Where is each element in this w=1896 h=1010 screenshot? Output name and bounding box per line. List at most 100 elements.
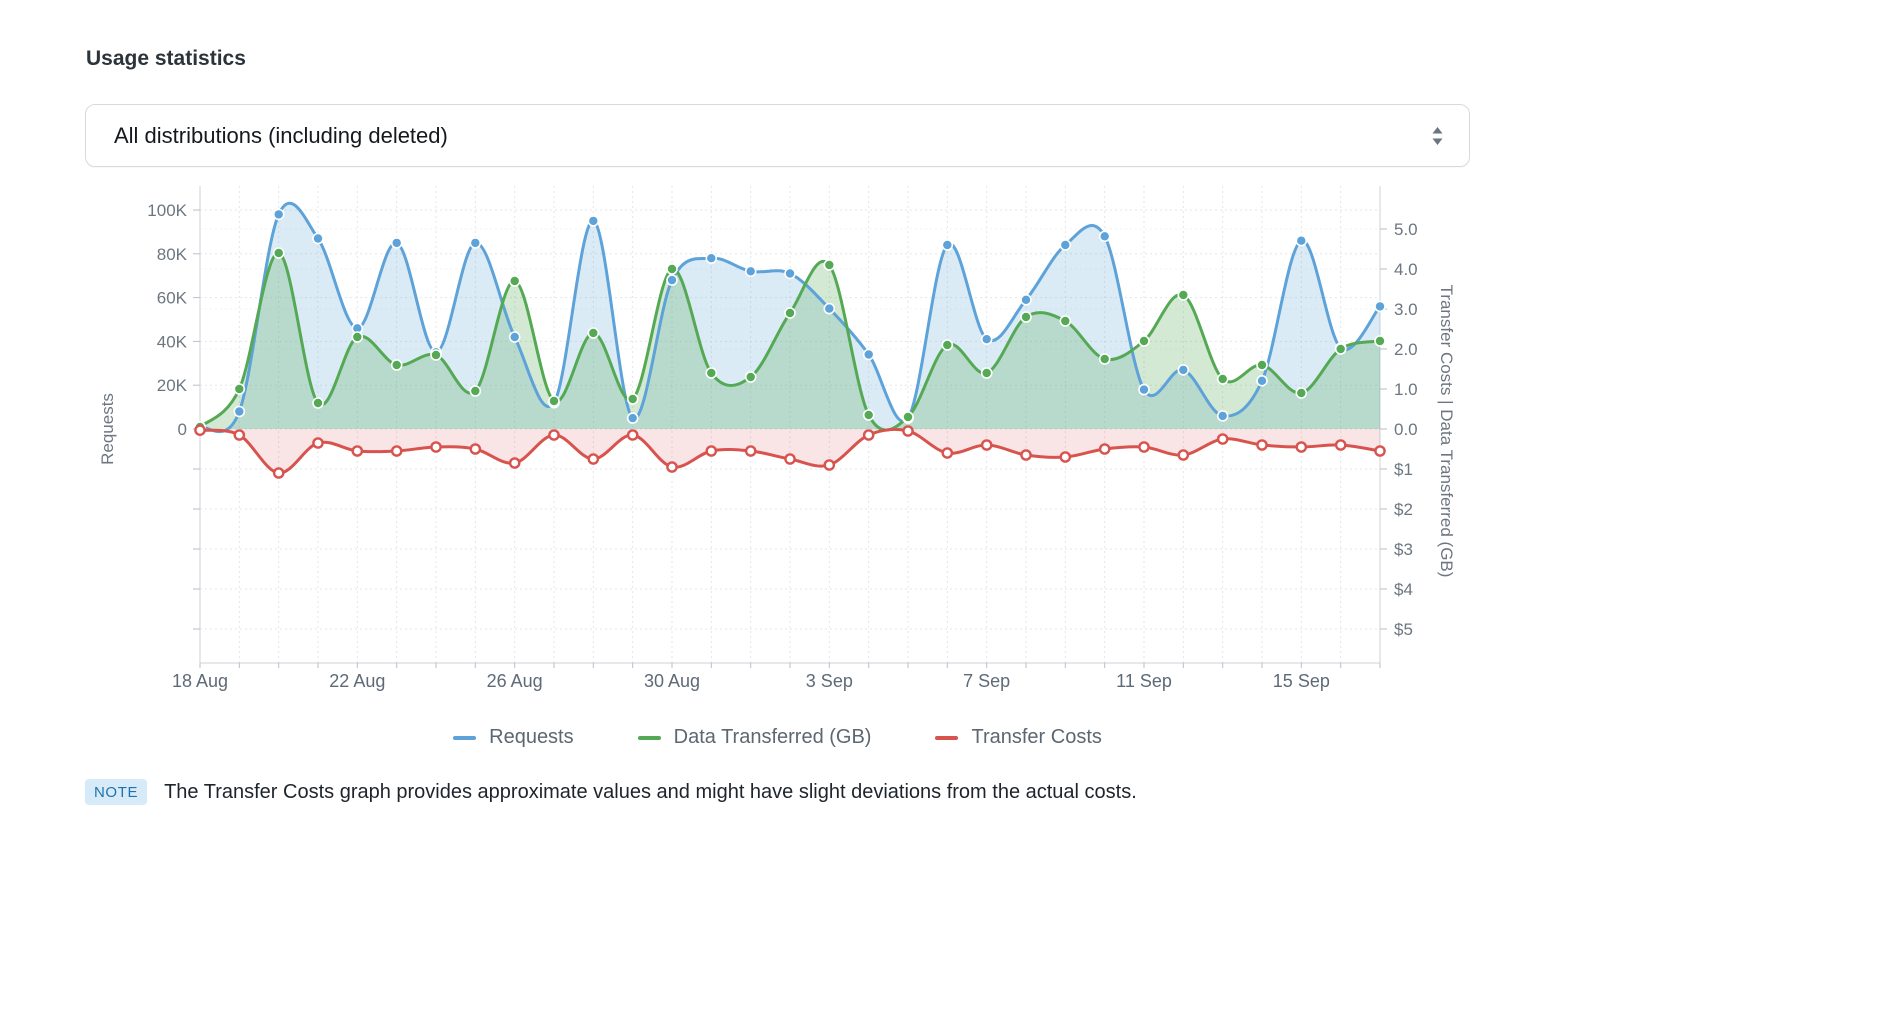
data-point[interactable] <box>390 445 403 457</box>
data-point[interactable] <box>744 265 757 278</box>
data-point[interactable] <box>1216 410 1229 422</box>
data-point[interactable] <box>587 215 600 227</box>
data-point[interactable] <box>312 232 324 245</box>
data-point[interactable] <box>1020 449 1032 461</box>
data-point[interactable] <box>862 348 875 361</box>
data-point[interactable] <box>666 263 678 275</box>
data-point[interactable] <box>1138 383 1150 396</box>
data-point[interactable] <box>1295 387 1308 399</box>
data-point[interactable] <box>272 247 285 259</box>
usage-chart[interactable]: 0 20K 40K 60K 80K 100K 0.0 1.0 2.0 3.0 4.0 5.0 $1 $2 $… <box>85 176 1470 724</box>
data-point[interactable] <box>705 367 718 379</box>
data-point[interactable] <box>666 274 678 286</box>
data-point[interactable] <box>1334 343 1347 355</box>
data-point[interactable] <box>469 385 482 397</box>
data-point[interactable] <box>784 453 796 465</box>
data-point[interactable] <box>1059 451 1072 463</box>
data-point[interactable] <box>233 405 246 418</box>
series-transfer-costs-points[interactable] <box>194 424 1386 479</box>
data-point[interactable] <box>1059 315 1072 327</box>
data-point[interactable] <box>1374 445 1386 457</box>
data-point[interactable] <box>430 441 442 453</box>
data-point[interactable] <box>705 252 718 264</box>
data-point[interactable] <box>744 371 757 383</box>
data-point[interactable] <box>390 359 403 371</box>
data-point[interactable] <box>1256 439 1268 451</box>
data-point[interactable] <box>1177 364 1190 376</box>
data-point[interactable] <box>1295 234 1308 247</box>
legend-item-requests[interactable]: Requests <box>453 726 574 749</box>
data-point[interactable] <box>1256 375 1268 387</box>
data-point[interactable] <box>1138 441 1150 453</box>
data-point[interactable] <box>980 333 993 345</box>
data-point[interactable] <box>941 239 954 251</box>
svg-text:40K: 40K <box>157 332 188 351</box>
data-point[interactable] <box>351 445 364 457</box>
data-point[interactable] <box>194 424 206 436</box>
data-point[interactable] <box>862 409 875 421</box>
data-point[interactable] <box>1177 449 1190 461</box>
data-point[interactable] <box>272 208 285 221</box>
svg-text:3.0: 3.0 <box>1394 300 1418 319</box>
data-point[interactable] <box>1334 439 1347 451</box>
data-point[interactable] <box>1138 335 1150 347</box>
data-point[interactable] <box>823 302 836 315</box>
data-point[interactable] <box>508 331 521 343</box>
data-point[interactable] <box>508 275 521 287</box>
note-badge: NOTE <box>85 779 148 805</box>
data-point[interactable] <box>823 459 836 471</box>
legend-label-data-transferred-gb: Data Transferred (GB) <box>673 726 872 748</box>
data-point[interactable] <box>980 367 993 379</box>
data-point[interactable] <box>1098 230 1111 243</box>
data-point[interactable] <box>784 307 796 319</box>
data-point[interactable] <box>902 425 914 437</box>
data-point[interactable] <box>1020 294 1032 306</box>
distribution-select[interactable]: All distributions (including deleted) <box>85 104 1470 167</box>
data-point[interactable] <box>233 429 246 441</box>
data-point[interactable] <box>941 339 954 351</box>
data-point[interactable] <box>1059 239 1072 251</box>
svg-text:18 Aug: 18 Aug <box>172 671 228 691</box>
data-point[interactable] <box>587 453 600 465</box>
data-point[interactable] <box>784 267 796 280</box>
data-point[interactable] <box>469 443 482 455</box>
data-point[interactable] <box>1295 441 1308 453</box>
data-point[interactable] <box>626 429 639 441</box>
data-point[interactable] <box>862 429 875 441</box>
data-point[interactable] <box>1216 433 1229 445</box>
legend-item-data-transferred-gb[interactable]: Data Transferred (GB) <box>637 726 872 749</box>
distribution-select-value: All distributions (including deleted) <box>114 122 448 148</box>
data-point[interactable] <box>705 445 718 457</box>
data-point[interactable] <box>1020 311 1032 323</box>
series-data-transferred-gb-points[interactable] <box>194 247 1386 433</box>
data-point[interactable] <box>1098 443 1111 455</box>
data-point[interactable] <box>312 437 324 449</box>
data-point[interactable] <box>823 259 836 271</box>
data-point[interactable] <box>548 395 560 407</box>
data-point[interactable] <box>548 429 560 441</box>
data-point[interactable] <box>1177 289 1190 301</box>
data-point[interactable] <box>390 237 403 249</box>
data-point[interactable] <box>626 412 639 424</box>
data-point[interactable] <box>941 447 954 459</box>
data-point[interactable] <box>233 383 246 395</box>
data-point[interactable] <box>351 331 364 343</box>
legend-item-transfer-costs[interactable]: Transfer Costs <box>935 726 1102 749</box>
data-point[interactable] <box>744 445 757 457</box>
data-point[interactable] <box>272 467 285 479</box>
data-point[interactable] <box>508 457 521 469</box>
data-point[interactable] <box>666 461 678 473</box>
data-point[interactable] <box>1374 335 1386 347</box>
data-point[interactable] <box>587 327 600 339</box>
data-point[interactable] <box>1256 359 1268 371</box>
data-point[interactable] <box>312 397 324 409</box>
data-point[interactable] <box>1098 353 1111 365</box>
data-point[interactable] <box>1216 373 1229 385</box>
usage-statistics-panel: Usage statistics All distributions (incl… <box>85 0 1470 805</box>
data-point[interactable] <box>469 237 482 249</box>
data-point[interactable] <box>1374 300 1386 313</box>
data-point[interactable] <box>626 393 639 405</box>
data-point[interactable] <box>980 439 993 451</box>
data-point[interactable] <box>430 349 442 361</box>
data-point[interactable] <box>902 411 914 423</box>
